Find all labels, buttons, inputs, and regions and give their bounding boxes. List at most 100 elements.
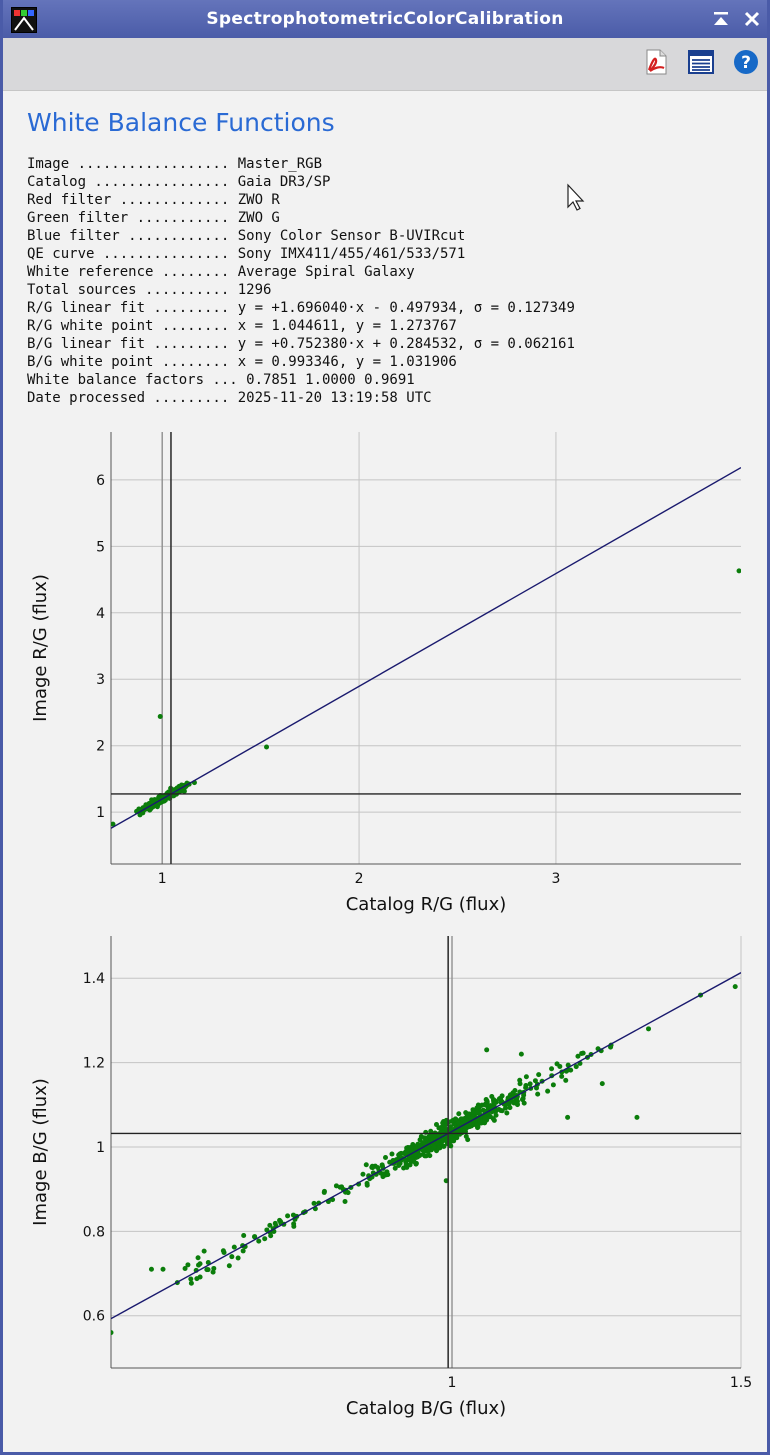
data-point [252,1234,258,1240]
data-point [148,1266,154,1272]
data-point [226,1263,232,1269]
data-point [470,1110,476,1116]
y-tick-label: 5 [96,539,105,555]
toolbar: ? [3,38,767,91]
shade-button[interactable] [710,8,732,30]
plot-area [111,936,741,1368]
data-point [535,1091,541,1097]
data-point [160,1266,166,1272]
data-point [473,1122,479,1128]
data-point [463,1133,469,1139]
data-point [475,1105,481,1111]
table-view-button[interactable] [687,48,715,76]
data-point [188,1276,194,1282]
data-point [427,1153,433,1159]
data-point [194,1276,200,1282]
data-point [519,1097,525,1103]
data-point [510,1090,516,1096]
close-button[interactable] [741,8,763,30]
data-point [503,1105,509,1111]
y-tick-label: 1 [96,805,105,821]
data-point [267,1222,273,1228]
rg-chart: 1 2 3 4 5 6 1 2 3 Catalog R/G (flux) Image R/G (fl… [30,432,741,915]
data-point [493,1099,499,1105]
data-point [474,1109,480,1115]
data-point [575,1053,581,1059]
data-point [736,568,741,574]
y-tick-label: 1.2 [83,1056,105,1072]
report-heading: White Balance Functions [27,108,335,137]
y-axis-label: Image R/G (flux) [30,574,51,722]
data-point [425,1149,431,1155]
help-icon: ? [734,50,758,74]
y-tick-label: 2 [96,739,105,755]
data-point [375,1165,381,1171]
data-point [412,1152,418,1158]
y-tick-label: 3 [96,672,105,688]
data-point [433,1122,439,1128]
data-point [504,1110,510,1116]
data-point [493,1112,499,1118]
data-point [345,1190,351,1196]
data-point [599,1081,605,1087]
data-point [111,1330,114,1336]
data-point [389,1151,395,1157]
data-point [523,1082,529,1088]
data-point [440,1137,446,1143]
x-axis-label: Catalog B/G (flux) [346,1398,506,1419]
data-point [559,1073,565,1079]
summary-line: R/G white point ........ x = 1.044611, y… [27,318,457,334]
data-point [241,1233,247,1239]
x-tick-label: 1 [158,871,167,887]
data-point [339,1184,345,1190]
x-tick-label: 3 [551,871,560,887]
y-axis-label: Image B/G (flux) [30,1078,51,1226]
data-point [398,1150,404,1156]
summary-line: QE curve ............... Sony IMX411/455… [27,246,466,262]
data-point [205,1267,211,1273]
y-tick-label: 6 [96,473,105,489]
data-point [646,1026,652,1032]
data-point [532,1078,538,1084]
table-view-icon [688,50,714,74]
data-point [220,1248,226,1254]
fit-line [111,972,741,1320]
data-point [580,1050,586,1056]
x-tick-label: 2 [355,871,364,887]
charts-canvas: 1 2 3 4 5 6 1 2 3 Catalog R/G (flux) Image R/G (fl… [30,432,752,1419]
data-point [428,1128,434,1134]
data-point [188,1280,194,1286]
x-tick-label: 1.5 [730,1375,752,1391]
y-tick-label: 0.8 [83,1224,105,1240]
data-point [514,1101,520,1107]
pdf-export-button[interactable] [642,48,670,76]
data-point [396,1162,402,1168]
data-point [536,1072,542,1078]
app-icon [11,7,37,33]
summary-line: R/G linear fit ......... y = +1.696040·x… [27,300,575,316]
data-point [229,1254,235,1260]
data-point [549,1066,555,1072]
title-bar[interactable]: SpectrophotometricColorCalibration [3,0,767,38]
data-point [545,1088,551,1094]
data-point [437,1125,443,1131]
data-point [463,1125,469,1131]
data-point [311,1200,317,1206]
data-point [563,1077,569,1083]
data-point [450,1137,456,1143]
fit-line [111,466,741,829]
data-point [369,1163,375,1169]
summary-block: Image .................. Master_RGB Catal… [27,155,727,407]
data-point [157,713,163,719]
help-button[interactable]: ? [732,48,760,76]
data-point [487,1103,493,1109]
data-point [404,1164,410,1170]
data-point [182,1266,188,1272]
data-point [453,1116,459,1122]
data-point [383,1155,389,1161]
data-point [455,1120,461,1126]
data-point [573,1064,579,1070]
x-tick-label: 1 [448,1375,457,1391]
summary-line: Blue filter ............ Sony Color Sens… [27,228,466,244]
